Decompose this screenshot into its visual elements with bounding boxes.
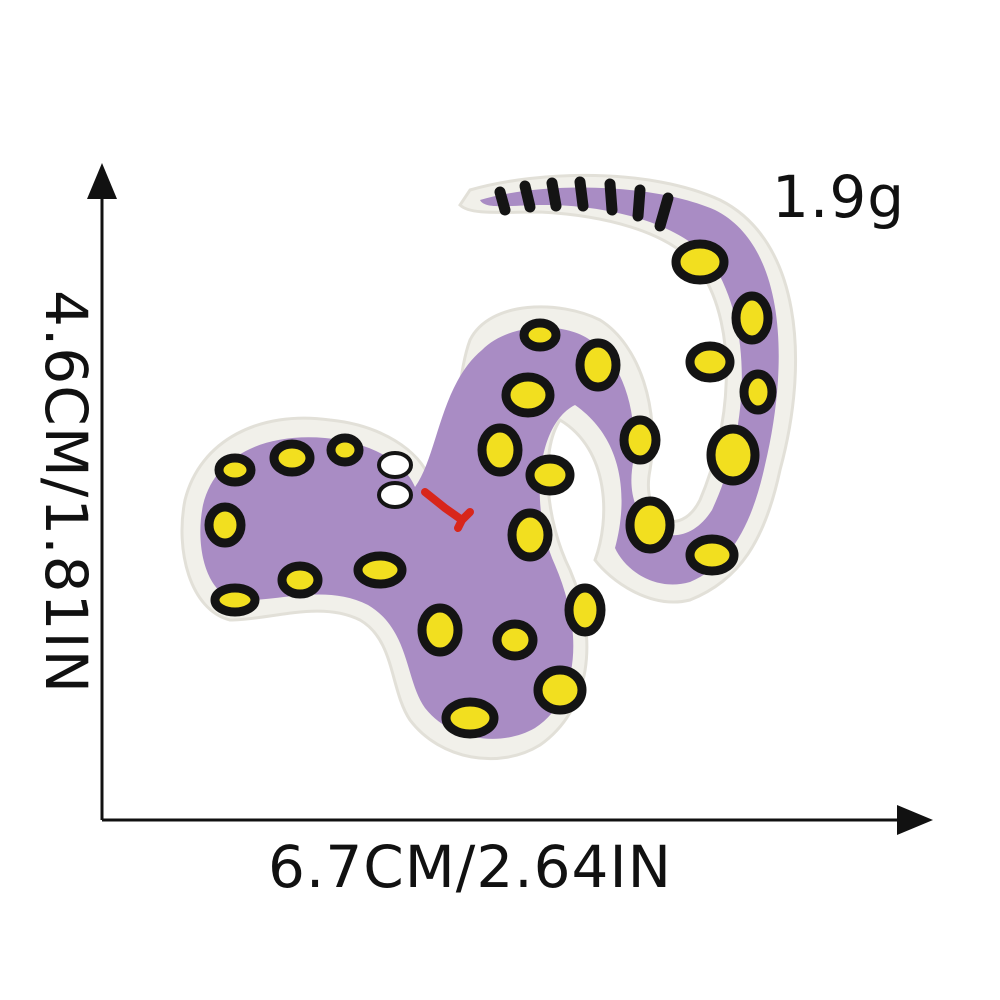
- width-dimension-label: 6.7CM/2.64IN: [268, 833, 672, 901]
- height-dimension-label: 4.6CM/1.81IN: [32, 290, 100, 694]
- weight-label: 1.9g: [772, 163, 906, 231]
- snake-eye-icon: [377, 451, 413, 479]
- snake-eye-icon: [377, 481, 413, 509]
- snake-head: [377, 451, 474, 532]
- leopard-spots: [204, 239, 777, 739]
- tail-stripes: [494, 176, 674, 232]
- snake-patch-icon: [180, 173, 798, 761]
- snake-tongue-icon: [421, 488, 474, 532]
